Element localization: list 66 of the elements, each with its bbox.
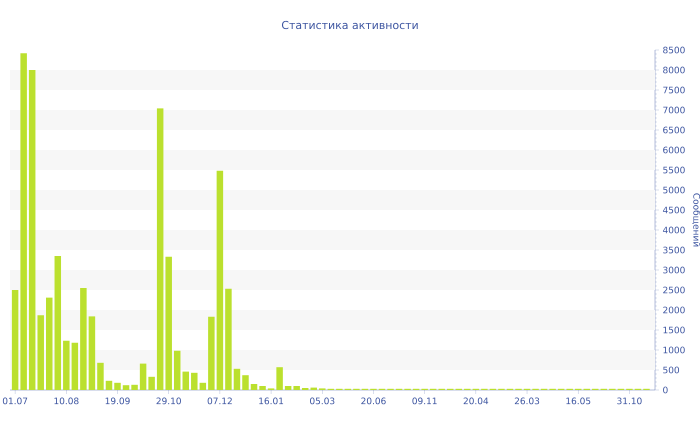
y-tick-label: 500 — [663, 366, 680, 374]
x-tick-label: 07.12 — [208, 398, 232, 404]
bar — [88, 316, 96, 390]
bar — [284, 386, 292, 390]
bar — [191, 372, 198, 390]
y-tick-label: 7000 — [663, 106, 685, 114]
y-tick-label: 2000 — [663, 306, 685, 314]
bar — [46, 298, 52, 390]
bar — [234, 368, 240, 390]
bar — [259, 386, 266, 390]
x-tick-label: 16.05 — [566, 398, 590, 404]
x-tick-label: 29.10 — [156, 398, 181, 404]
bar — [174, 350, 180, 390]
bar — [208, 316, 215, 390]
y-tick-label: 6000 — [663, 146, 685, 154]
y-tick-label: 7500 — [663, 86, 685, 94]
bar — [114, 382, 121, 390]
bar — [54, 256, 62, 390]
x-tick-label: 20.06 — [361, 398, 386, 404]
y-tick-label: 4000 — [662, 226, 685, 234]
bar — [20, 53, 27, 390]
y-tick-label: 1500 — [664, 326, 685, 334]
y-tick-label: 8000 — [663, 66, 685, 74]
y-tick-label: 0 — [663, 386, 668, 394]
bar — [250, 384, 258, 390]
x-tick-label: 20.04 — [464, 398, 488, 404]
y-tick-label: 1000 — [664, 346, 685, 354]
bar — [12, 290, 18, 390]
bar — [63, 340, 70, 390]
y-tick-label: 3500 — [663, 246, 685, 254]
x-tick-label: 16.01 — [259, 398, 284, 404]
y-tick-label: 5000 — [663, 186, 685, 194]
x-tick-label: 05.03 — [310, 398, 334, 404]
y-tick-label: 2500 — [663, 286, 685, 294]
bar — [200, 382, 206, 390]
bar — [165, 256, 172, 390]
chart-title: Статистика активности — [282, 20, 418, 30]
y-tick-label: 8500 — [663, 46, 685, 54]
y-tick-label: 5500 — [663, 166, 685, 174]
x-tick-label: 19.09 — [106, 398, 130, 404]
bar — [225, 288, 232, 390]
bar — [37, 315, 44, 390]
bar — [242, 375, 249, 390]
bar — [28, 70, 36, 390]
bar — [148, 376, 155, 390]
bar — [293, 386, 300, 390]
bar — [122, 385, 130, 390]
bar — [140, 364, 146, 390]
bar — [156, 108, 164, 390]
bar — [106, 380, 112, 390]
bar — [80, 288, 87, 390]
x-tick-label: 31.10 — [617, 398, 642, 404]
y-axis-title: Сообщений — [692, 193, 700, 246]
bar — [131, 384, 138, 390]
bar — [216, 170, 224, 390]
bar — [276, 367, 283, 390]
y-tick-label: 6500 — [663, 126, 685, 134]
x-tick-label: 09.11 — [412, 398, 437, 404]
bar — [72, 342, 78, 390]
x-tick-label: 26.03 — [514, 398, 540, 404]
y-tick-label: 3000 — [663, 266, 685, 274]
bar — [182, 372, 190, 390]
bar — [97, 362, 104, 390]
x-tick-label: 10.08 — [54, 398, 79, 404]
x-tick-label: 01.07 — [2, 398, 28, 404]
y-tick-label: 4500 — [662, 206, 685, 214]
